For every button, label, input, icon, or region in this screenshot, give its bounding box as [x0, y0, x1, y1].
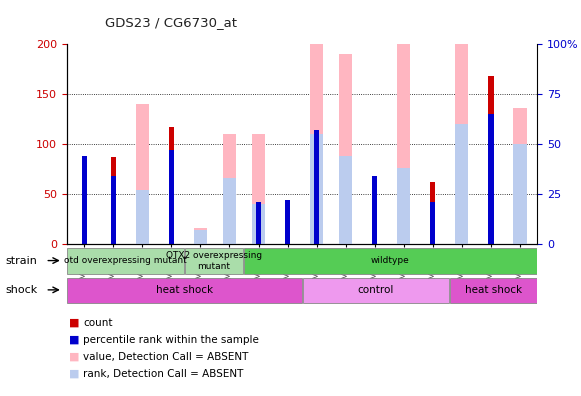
Bar	[285, 200, 290, 244]
Bar	[431, 181, 436, 244]
Bar	[489, 76, 494, 244]
Text: ■: ■	[69, 335, 79, 345]
Bar	[169, 150, 174, 244]
Bar	[456, 0, 468, 244]
Bar	[111, 156, 116, 244]
Bar	[252, 204, 265, 244]
Bar	[431, 202, 436, 244]
Bar	[456, 124, 468, 244]
Bar	[285, 202, 290, 244]
Bar	[339, 53, 352, 244]
Bar	[169, 127, 174, 244]
Text: shock: shock	[6, 285, 38, 295]
Bar	[136, 190, 149, 244]
Bar	[310, 0, 323, 244]
Text: ■: ■	[69, 369, 79, 379]
Bar	[372, 179, 378, 244]
Text: strain: strain	[6, 255, 38, 266]
Bar	[194, 230, 207, 244]
Text: heat shock: heat shock	[465, 285, 522, 295]
Bar	[67, 278, 302, 303]
Bar	[397, 34, 410, 244]
Bar	[450, 278, 537, 303]
Text: OTX2 overexpressing
mutant: OTX2 overexpressing mutant	[166, 251, 262, 270]
Text: count: count	[83, 318, 113, 328]
Bar	[397, 168, 410, 244]
Bar	[81, 156, 87, 244]
Text: otd overexpressing mutant: otd overexpressing mutant	[64, 257, 187, 265]
Bar	[194, 228, 207, 244]
Bar	[310, 133, 323, 244]
Bar	[514, 143, 526, 244]
Text: value, Detection Call = ABSENT: value, Detection Call = ABSENT	[83, 352, 249, 362]
Bar	[185, 248, 243, 274]
Text: ■: ■	[69, 318, 79, 328]
Text: wildtype: wildtype	[371, 257, 410, 265]
Bar	[514, 108, 526, 244]
Bar	[256, 202, 261, 244]
Bar	[81, 156, 87, 244]
Bar	[252, 133, 265, 244]
Bar	[314, 129, 320, 244]
Bar	[67, 248, 184, 274]
Bar	[489, 114, 494, 244]
Text: GDS23 / CG6730_at: GDS23 / CG6730_at	[105, 16, 236, 29]
Bar	[111, 175, 116, 244]
Bar	[339, 156, 352, 244]
Text: percentile rank within the sample: percentile rank within the sample	[83, 335, 259, 345]
Bar	[223, 133, 236, 244]
Bar	[244, 248, 537, 274]
Bar	[136, 103, 149, 244]
Bar	[372, 175, 378, 244]
Text: control: control	[357, 285, 394, 295]
Bar	[303, 278, 449, 303]
Text: ■: ■	[69, 352, 79, 362]
Bar	[223, 177, 236, 244]
Text: heat shock: heat shock	[156, 285, 213, 295]
Text: rank, Detection Call = ABSENT: rank, Detection Call = ABSENT	[83, 369, 243, 379]
